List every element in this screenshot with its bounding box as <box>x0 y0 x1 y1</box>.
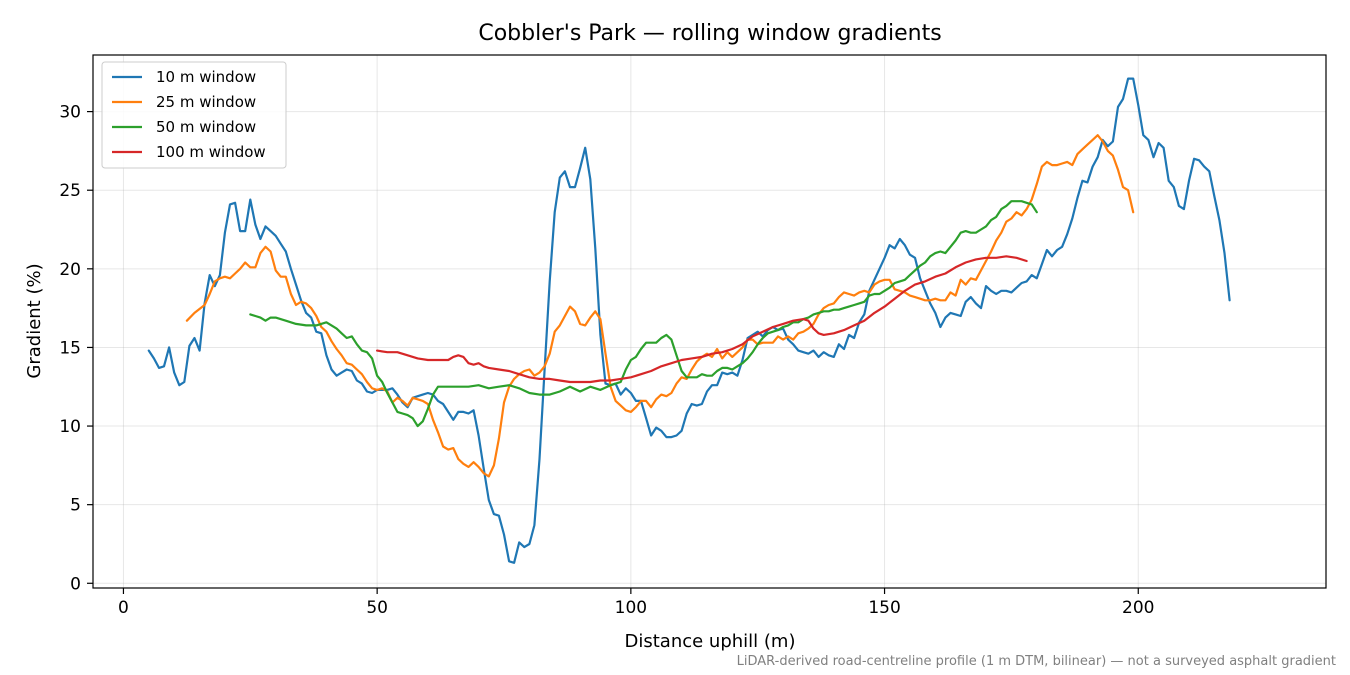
y-tick-label: 30 <box>59 103 81 123</box>
legend: 10 m window 25 m window 50 m window 100 m w… <box>101 61 287 169</box>
x-tick-label: 200 <box>1122 598 1154 618</box>
plot-frame <box>92 54 1327 589</box>
grid-layer <box>93 55 1326 588</box>
series-line-25-m-window <box>185 134 1135 478</box>
y-tick-label: 5 <box>70 496 81 516</box>
x-axis-title: Distance uphill (m) <box>625 631 796 652</box>
y-tick-label: 25 <box>59 181 81 201</box>
legend-label-10-m-window: 10 m window <box>156 68 256 86</box>
series-line-10-m-window <box>147 77 1231 564</box>
caption: LiDAR-derived road-centreline profile (1… <box>737 654 1336 669</box>
series-line-100-m-window <box>376 255 1028 384</box>
legend-label-100-m-window: 100 m window <box>156 143 266 161</box>
y-tick-label: 0 <box>70 574 81 594</box>
x-tick-label: 100 <box>615 598 647 618</box>
x-tick-label: 0 <box>118 598 129 618</box>
series-line-50-m-window <box>249 200 1038 428</box>
y-axis-title: Gradient (%) <box>24 263 45 378</box>
y-tick-label: 15 <box>59 338 81 358</box>
chart-title: Cobbler's Park — rolling window gradient… <box>478 21 941 46</box>
tick-layer: 0 50 100 150 200 0 5 10 15 20 25 30 <box>59 103 1154 618</box>
legend-label-25-m-window: 25 m window <box>156 93 256 111</box>
legend-frame <box>101 61 287 169</box>
series-layer <box>147 77 1231 564</box>
x-tick-label: 150 <box>868 598 900 618</box>
y-tick-label: 20 <box>59 260 81 280</box>
x-tick-label: 50 <box>366 598 388 618</box>
y-tick-label: 10 <box>59 417 81 437</box>
legend-label-50-m-window: 50 m window <box>156 118 256 136</box>
